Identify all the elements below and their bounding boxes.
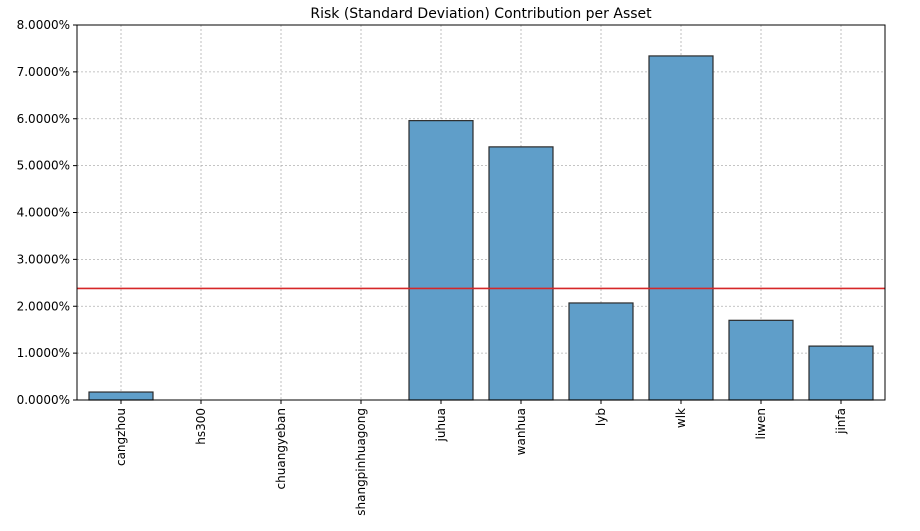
y-tick-label: 3.0000% — [17, 252, 70, 266]
x-tick-label: shangpinhuagong — [354, 408, 368, 516]
x-tick-label: lyb — [594, 408, 608, 426]
bar-wanhua — [488, 146, 554, 401]
bar-juhua — [408, 120, 474, 401]
bars — [88, 55, 874, 401]
y-tick-label: 1.0000% — [17, 346, 70, 360]
x-tick-label: hs300 — [194, 408, 208, 445]
y-tick-label: 4.0000% — [17, 206, 70, 220]
bar-cangzhou — [88, 391, 154, 401]
y-tick-label: 5.0000% — [17, 159, 70, 173]
y-tick-label: 6.0000% — [17, 112, 70, 126]
bar-wlk — [648, 55, 714, 401]
bar-jinfa — [808, 345, 874, 401]
x-tick-label: cangzhou — [114, 408, 128, 466]
x-tick-label: jinfa — [834, 408, 848, 435]
bar-liwen — [728, 319, 794, 401]
y-tick-label: 7.0000% — [17, 65, 70, 79]
x-axis: cangzhou hs300 chuangyeban shangpinhuagong j… — [114, 400, 848, 516]
y-tick-label: 8.0000% — [17, 18, 70, 32]
y-tick-label: 2.0000% — [17, 299, 70, 313]
bar-lyb — [568, 302, 634, 401]
x-tick-label: wanhua — [514, 408, 528, 455]
x-tick-label: wlk — [674, 408, 688, 428]
x-tick-label: liwen — [754, 408, 768, 439]
x-tick-label: chuangyeban — [274, 408, 288, 489]
y-tick-label: 0.0000% — [17, 393, 70, 407]
y-axis: 0.0000% 1.0000% 2.0000% 3.0000% 4.0000% 5.000… — [17, 18, 77, 407]
chart-title: Risk (Standard Deviation) Contribution p… — [310, 6, 652, 22]
x-tick-label: juhua — [434, 408, 448, 443]
